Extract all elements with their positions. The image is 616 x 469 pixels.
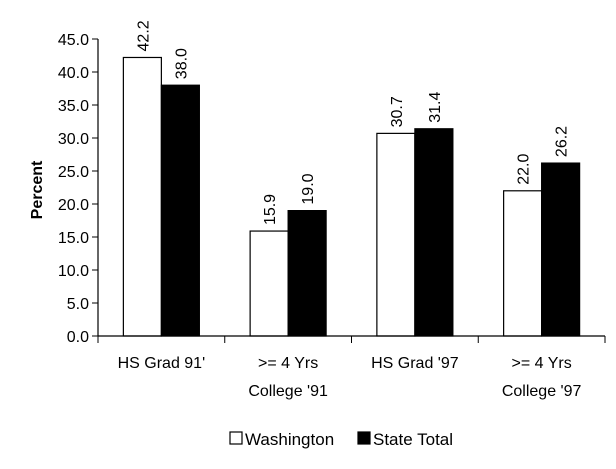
y-tick-label: 35.0	[58, 98, 89, 115]
data-labels: 42.2 38.0 15.9 19.0 30.7 31.4 22.0 26.2	[135, 20, 570, 225]
y-tick-label: 30.0	[58, 131, 89, 148]
data-label: 26.2	[554, 126, 571, 157]
bar-washington	[249, 230, 289, 337]
data-label: 19.0	[300, 173, 317, 204]
y-tick-label: 40.0	[58, 65, 89, 82]
bar-state-total	[541, 162, 581, 337]
x-axis-categories: HS Grad 91' >= 4 Yrs College '91 HS Grad '9…	[118, 355, 582, 400]
x-category-label: HS Grad '97	[371, 355, 459, 372]
bar-state-total	[287, 210, 327, 337]
y-tick-label: 20.0	[58, 197, 89, 214]
y-axis-ticks: 0.0 5.0 10.0 15.0 20.0 25.0 30.0 35.0 40.0 45.0	[58, 32, 98, 346]
x-category-label: >= 4 Yrs College '91	[248, 355, 328, 400]
bar-washington	[122, 56, 162, 337]
y-tick-label: 5.0	[67, 296, 89, 313]
y-tick-label: 0.0	[67, 329, 89, 346]
axes	[97, 39, 606, 343]
x-category-label: >= 4 Yrs College '97	[502, 355, 582, 400]
data-label: 30.7	[389, 96, 406, 127]
bar-state-total	[160, 84, 200, 337]
y-tick-label: 25.0	[58, 164, 89, 181]
legend-swatch	[357, 431, 371, 445]
data-label: 31.4	[427, 92, 444, 123]
legend: Washington State Total	[229, 430, 453, 449]
bars	[122, 56, 581, 337]
legend-swatch	[229, 431, 243, 445]
data-label: 42.2	[135, 20, 152, 51]
bar-washington	[376, 132, 416, 337]
y-axis-label: Percent	[29, 160, 46, 219]
y-tick-label: 10.0	[58, 263, 89, 280]
y-tick-label: 45.0	[58, 32, 89, 49]
bar-state-total	[414, 128, 454, 337]
data-label: 15.9	[262, 194, 279, 225]
legend-label: State Total	[373, 430, 453, 449]
data-label: 22.0	[516, 154, 533, 185]
legend-label: Washington	[245, 430, 334, 449]
y-tick-label: 15.0	[58, 230, 89, 247]
data-label: 38.0	[173, 48, 190, 79]
x-category-label: HS Grad 91'	[118, 355, 206, 372]
bar-washington	[503, 190, 543, 337]
